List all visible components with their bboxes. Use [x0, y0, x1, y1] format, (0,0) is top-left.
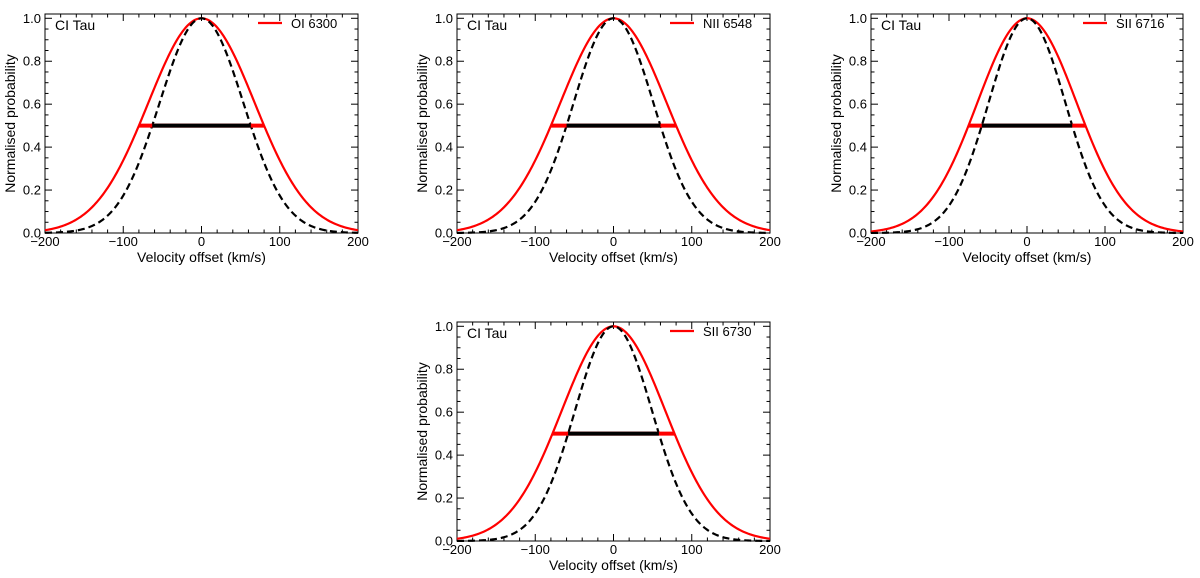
y-axis-label: Normalised probability: [414, 362, 430, 501]
y-tick-label: 0.0: [23, 226, 41, 241]
x-tick-label: 100: [681, 234, 703, 249]
x-tick-label: 0: [610, 234, 617, 249]
y-axis-label: Normalised probability: [828, 54, 844, 193]
y-tick-label: 1.0: [849, 11, 867, 26]
y-tick-label: 0.4: [23, 140, 41, 155]
y-tick-label: 0.0: [849, 226, 867, 241]
y-tick-label: 1.0: [23, 11, 41, 26]
legend-label: SII 6730: [703, 324, 751, 339]
panel-2: −200 −100 0 100 200 0.0 0.2 0.4 0.6 0.8 1.0 Velocit…: [414, 11, 781, 265]
panel-title: CI Tau: [55, 17, 95, 33]
y-tick-label: 1.0: [435, 319, 453, 334]
plot-frame: [44, 13, 359, 234]
panel-1: −200 −100 0 100 200 0.0 0.2 0.4 0.6 0.8 1.0 Velocit…: [2, 11, 369, 265]
x-axis-label: Velocity offset (km/s): [549, 557, 678, 573]
y-tick-label: 0.2: [23, 183, 41, 198]
x-axis-label: Velocity offset (km/s): [137, 249, 266, 265]
y-tick-label: 0.0: [435, 534, 453, 549]
x-tick-label: −200: [30, 234, 59, 249]
x-tick-label: −100: [109, 234, 138, 249]
legend-label: OI 6300: [291, 16, 337, 31]
y-tick-label: 0.8: [435, 54, 453, 69]
x-tick-label: −100: [934, 234, 963, 249]
instrumental-curve: [456, 325, 771, 543]
y-tick-label: 0.0: [435, 226, 453, 241]
instrumental-curve: [870, 17, 1184, 235]
y-tick-label: 0.2: [435, 183, 453, 198]
x-tick-label: 200: [1172, 234, 1194, 249]
x-tick-label: 100: [1094, 234, 1116, 249]
panel-title: CI Tau: [467, 17, 507, 33]
legend-label: NII 6548: [703, 16, 752, 31]
x-tick-label: −200: [856, 234, 885, 249]
y-tick-label: 0.4: [435, 140, 453, 155]
x-tick-label: −100: [521, 234, 550, 249]
panel-title: CI Tau: [881, 17, 921, 33]
y-axis-label: Normalised probability: [414, 54, 430, 193]
x-tick-label: −200: [442, 234, 471, 249]
x-axis-label: Velocity offset (km/s): [963, 249, 1092, 265]
x-tick-label: 100: [681, 542, 703, 557]
x-tick-label: 200: [759, 542, 781, 557]
x-tick-label: −200: [442, 542, 471, 557]
x-tick-label: 100: [269, 234, 291, 249]
y-axis-label: Normalised probability: [2, 54, 18, 193]
x-tick-label: 0: [198, 234, 205, 249]
y-tick-label: 0.6: [435, 97, 453, 112]
y-tick-label: 0.4: [435, 448, 453, 463]
panel-title: CI Tau: [467, 325, 507, 341]
x-tick-label: 0: [1023, 234, 1030, 249]
legend-label: SII 6716: [1116, 16, 1164, 31]
y-tick-label: 0.2: [435, 491, 453, 506]
profile-curve: [456, 325, 771, 540]
panel-3: −200 −100 0 100 200 0.0 0.2 0.4 0.6 0.8 1.0 Velocit…: [828, 11, 1194, 265]
profile-curve: [870, 17, 1184, 233]
y-tick-label: 0.6: [849, 97, 867, 112]
y-tick-label: 0.6: [435, 405, 453, 420]
x-tick-label: 0: [610, 542, 617, 557]
instrumental-curve: [456, 17, 771, 234]
plot-frame: [456, 13, 771, 234]
y-tick-label: 0.8: [435, 362, 453, 377]
y-tick-label: 0.8: [849, 54, 867, 69]
plot-frame: [870, 13, 1184, 234]
x-tick-label: 200: [347, 234, 369, 249]
plot-frame: [456, 321, 771, 542]
panel-4: −200 −100 0 100 200 0.0 0.2 0.4 0.6 0.8 1.0 Velocit…: [414, 319, 781, 573]
x-axis-label: Velocity offset (km/s): [549, 249, 678, 265]
y-tick-label: 0.2: [849, 183, 867, 198]
instrumental-curve: [44, 17, 359, 234]
y-tick-label: 0.6: [23, 97, 41, 112]
y-tick-label: 0.4: [849, 140, 867, 155]
y-tick-label: 1.0: [435, 11, 453, 26]
x-tick-label: −100: [521, 542, 550, 557]
x-tick-label: 200: [759, 234, 781, 249]
y-tick-label: 0.8: [23, 54, 41, 69]
